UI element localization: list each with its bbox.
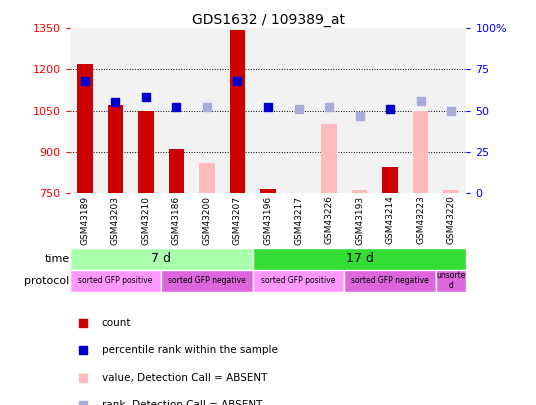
Bar (169, 149, 184, 193)
Bar (138, 111, 154, 193)
Text: sorted GFP negative: sorted GFP negative (168, 276, 246, 285)
Text: GSM43186: GSM43186 (172, 196, 181, 245)
Text: GSM43210: GSM43210 (142, 196, 151, 245)
Bar (199, 163, 214, 193)
Point (233, 78, 242, 84)
Text: GSM43203: GSM43203 (111, 196, 120, 245)
Bar (436, 270, 466, 292)
Point (79, 374, 88, 381)
Bar (253, 248, 466, 270)
Point (79, 402, 88, 405)
Point (325, 104, 333, 111)
Bar (70, 248, 253, 270)
Point (294, 106, 303, 112)
Point (111, 99, 120, 106)
Text: protocol: protocol (25, 276, 70, 286)
Point (79, 320, 88, 326)
Text: rank, Detection Call = ABSENT: rank, Detection Call = ABSENT (102, 400, 262, 405)
Point (203, 104, 211, 111)
Text: sorted GFP positive: sorted GFP positive (262, 276, 336, 285)
Point (416, 98, 425, 104)
Bar (161, 270, 253, 292)
Point (447, 107, 456, 114)
Text: GSM43207: GSM43207 (233, 196, 242, 245)
Title: GDS1632 / 109389_at: GDS1632 / 109389_at (191, 13, 345, 27)
Point (80, 78, 89, 84)
Bar (70, 270, 161, 292)
Bar (260, 189, 276, 193)
Text: GSM43214: GSM43214 (385, 196, 394, 245)
Bar (413, 111, 428, 193)
Text: GSM43223: GSM43223 (416, 196, 425, 245)
Point (142, 94, 150, 101)
Point (79, 347, 88, 354)
Text: unsorte
d: unsorte d (436, 271, 466, 290)
Text: 7 d: 7 d (151, 252, 171, 265)
Point (355, 112, 364, 119)
Point (386, 106, 394, 112)
Text: percentile rank within the sample: percentile rank within the sample (102, 345, 278, 355)
Text: time: time (44, 254, 70, 264)
Text: GSM43217: GSM43217 (294, 196, 303, 245)
Text: sorted GFP positive: sorted GFP positive (78, 276, 153, 285)
Text: GSM43226: GSM43226 (324, 196, 333, 245)
Bar (352, 190, 367, 193)
Text: GSM43193: GSM43193 (355, 196, 364, 245)
Text: sorted GFP negative: sorted GFP negative (351, 276, 429, 285)
Bar (344, 270, 436, 292)
Text: GSM43200: GSM43200 (203, 196, 212, 245)
Bar (443, 190, 459, 193)
Point (172, 104, 181, 111)
Text: GSM43189: GSM43189 (80, 196, 90, 245)
Text: 17 d: 17 d (346, 252, 374, 265)
Text: GSM43220: GSM43220 (446, 196, 456, 245)
Text: count: count (102, 318, 131, 328)
Text: value, Detection Call = ABSENT: value, Detection Call = ABSENT (102, 373, 267, 383)
Bar (230, 30, 245, 193)
Point (264, 104, 272, 111)
Text: GSM43196: GSM43196 (264, 196, 272, 245)
Bar (253, 270, 344, 292)
Bar (108, 105, 123, 193)
Bar (322, 124, 337, 193)
Bar (77, 64, 93, 193)
Bar (382, 167, 398, 193)
